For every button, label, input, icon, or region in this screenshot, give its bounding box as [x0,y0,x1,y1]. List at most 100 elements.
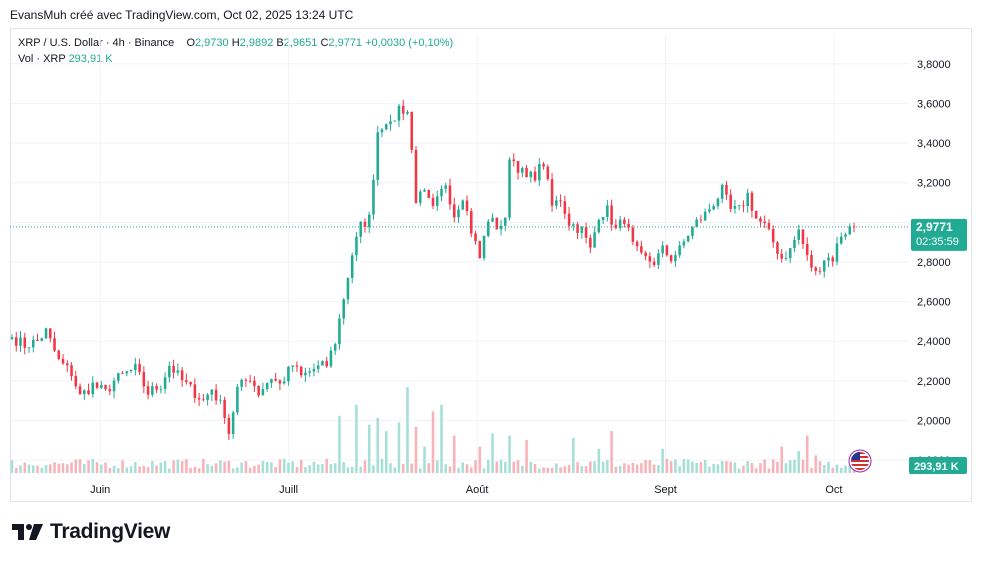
candle-body [788,248,792,259]
chart-credit: EvansMuh créé avec TradingView.com, Oct … [10,8,354,22]
candle-body [771,228,775,243]
candle [793,236,796,253]
candle [776,241,779,260]
candle-body [720,184,724,199]
candle [210,389,214,401]
candle-body [129,370,133,372]
candle [435,190,439,211]
time-axis-label: Oct [825,484,842,496]
price-axis-label: 3,8000 [917,59,951,71]
candle [465,195,469,216]
volume-bar [359,466,362,473]
candle [733,199,737,214]
high-label: H [231,37,240,49]
volume-bar [142,465,146,473]
candle [546,164,550,181]
candle-body [525,167,528,178]
candle [703,208,707,222]
volume-bar [333,463,337,473]
candle [567,207,571,231]
volume-bar [108,468,112,473]
candle [155,383,158,393]
volume-bar [223,461,226,473]
candle [78,383,82,395]
candle [495,217,499,230]
candle [57,349,61,361]
volume-bar [125,467,129,473]
volume-bar [759,463,762,473]
candle [423,188,426,192]
volume-bar [512,461,516,473]
candle [529,170,533,183]
candle [576,221,579,239]
candle-body [70,365,73,377]
symbol-label[interactable]: XRP / U.S. Dollar · 4h · Binance [18,37,175,49]
candle-body [674,255,677,262]
candle [376,125,379,186]
chart-frame[interactable] [10,28,972,502]
volume-bar [576,462,579,473]
candle-body [282,381,286,384]
volume-bar [559,467,562,473]
volume-bar [329,464,333,473]
candle-body [750,192,754,211]
candle [491,213,494,223]
candle-body [10,337,14,340]
candle [572,222,575,231]
candle-body [253,380,256,386]
candle [555,195,558,210]
candle-body [640,246,643,253]
candle-body [504,217,507,226]
candle-body [631,227,635,242]
us-flag-icon[interactable] [848,449,872,473]
candle-body [784,258,788,259]
volume-bar [788,460,792,473]
candle-body [189,382,192,385]
candle-body [100,385,103,388]
volume-bar [720,460,724,473]
candle-body [435,196,439,206]
candle-body [95,382,99,388]
candle [257,385,260,398]
volume-bar [397,422,401,473]
volume-bar [716,464,720,473]
candle-body [23,337,27,348]
high-value: 2,9892 [239,37,274,49]
candle [521,166,524,178]
volume-bar [780,446,783,473]
candle-body [708,209,711,212]
volume-bar [487,459,490,473]
volume-bar [848,464,852,473]
volume-bar [185,459,188,473]
volume-bar [482,468,486,473]
volume-bar [657,465,660,473]
volume-bar [206,463,209,473]
candle [236,383,239,416]
volume-label[interactable]: Vol · XRP [18,53,66,65]
volume-bar [627,464,630,473]
volume-bar [478,446,482,473]
volume-bar [325,458,328,473]
candle-body [797,229,800,240]
candle [754,210,758,220]
time-axis[interactable]: Juin Juill Août Sept Oct [90,484,842,496]
volume-bar [729,461,732,473]
volume-bar [614,466,618,473]
candle [805,237,809,261]
price-axis[interactable]: 1,80002,00002,20002,40002,60002,80003,00… [917,59,951,467]
candle-body [848,226,852,235]
candle-body [737,205,741,207]
candle-body [521,167,524,173]
candle [610,199,613,231]
candle [695,216,698,228]
volume-bar [308,465,311,473]
volume-bar [214,463,218,473]
tradingview-brand[interactable]: TradingView [12,520,170,544]
candle-body [244,379,248,381]
candle-body [376,132,379,180]
volume-bar [134,462,137,473]
volume-bar [542,467,545,473]
candle [563,195,567,220]
candle [231,410,235,439]
